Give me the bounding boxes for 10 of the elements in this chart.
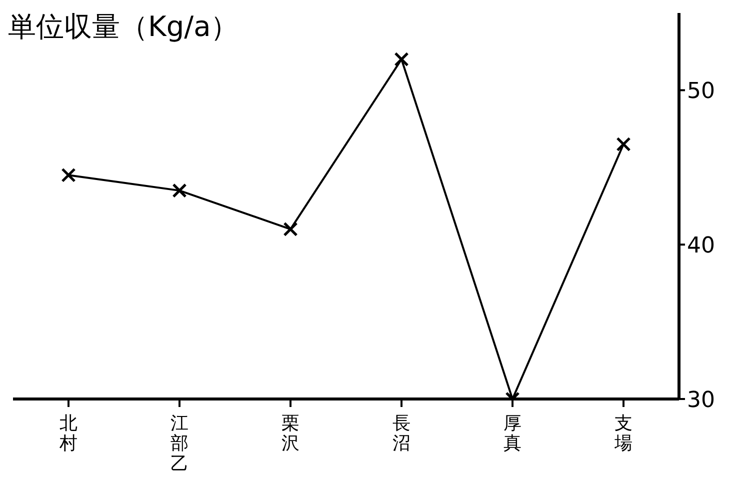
x-tick-label: 長沼 xyxy=(392,413,410,454)
chart-title: 単位収量（Kg/a） xyxy=(8,9,239,45)
x-tick-label: 支場 xyxy=(614,413,632,454)
x-tick-label: 厚真 xyxy=(504,413,522,454)
y-tick-label: 30 xyxy=(687,388,715,413)
x-tick-label: 北村 xyxy=(58,413,78,454)
y-tick-label: 40 xyxy=(687,233,715,258)
x-tick-label: 江部乙 xyxy=(170,413,188,474)
x-tick-label: 栗沢 xyxy=(282,413,300,454)
y-tick-label: 50 xyxy=(687,79,715,104)
